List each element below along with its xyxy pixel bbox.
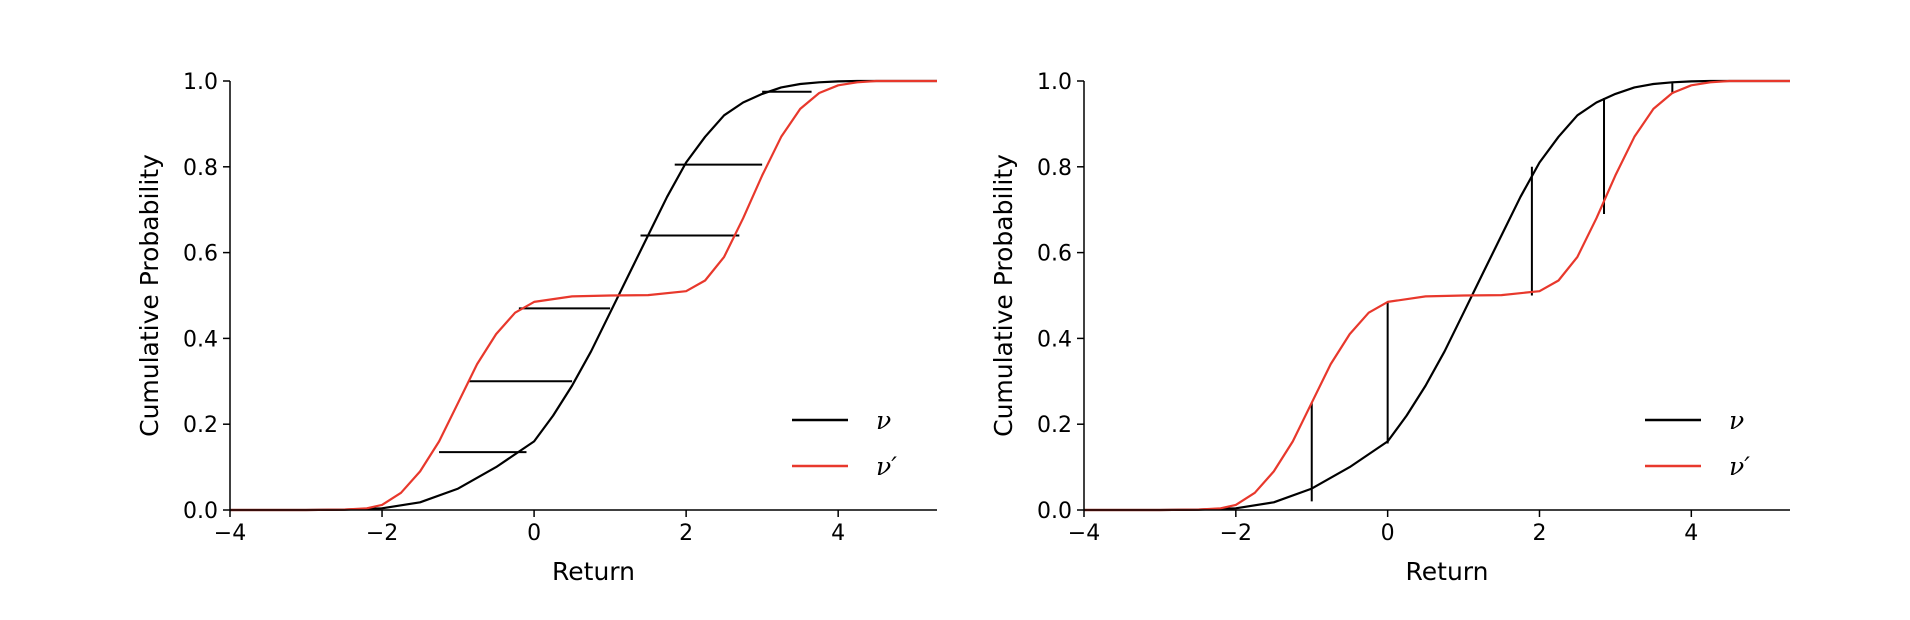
legend-label-1: ν′	[1729, 452, 1750, 481]
y-tick-label: 0.0	[1037, 499, 1072, 524]
y-tick-label: 0.2	[1037, 413, 1072, 438]
series-line-1	[1084, 79, 1790, 512]
x-tick-label: 4	[831, 521, 845, 546]
x-tick-label: 4	[1684, 521, 1698, 546]
y-tick-label: 0.8	[183, 156, 218, 181]
x-axis-label: Return	[1406, 557, 1489, 586]
legend-label-0: ν	[1729, 406, 1744, 435]
y-tick-label: 0.4	[1037, 327, 1072, 352]
y-tick-label: 0.6	[1037, 242, 1072, 267]
chart-panel-right: −4 −2 0 2 4 0.0 0.2 0.4 0.6 0.8 1.0 Return Cumulativ…	[989, 70, 1790, 586]
legend: ν ν′	[792, 406, 897, 481]
y-tick-label: 0.6	[183, 242, 218, 267]
y-tick-label: 0.0	[183, 499, 218, 524]
legend-label-0: ν	[876, 406, 891, 435]
y-axis-label: Cumulative Probability	[989, 154, 1018, 437]
x-tick-label: 0	[527, 521, 541, 546]
x-tick-label: 0	[1381, 521, 1395, 546]
series-line-0	[230, 79, 937, 512]
x-tick-label: −4	[214, 521, 246, 546]
x-tick-label: 2	[679, 521, 693, 546]
x-tick-label: 2	[1532, 521, 1546, 546]
legend: ν ν′	[1645, 406, 1750, 481]
x-tick-label: −2	[1220, 521, 1252, 546]
legend-label-1: ν′	[876, 452, 897, 481]
y-tick-label: 1.0	[1037, 70, 1072, 95]
y-tick-label: 0.2	[183, 413, 218, 438]
series-line-1	[230, 79, 937, 512]
chart-panel-left: −4 −2 0 2 4 0.0 0.2 0.4 0.6 0.8 1.0 Return Cumulativ…	[135, 70, 937, 586]
x-tick-label: −4	[1068, 521, 1100, 546]
y-tick-label: 0.8	[1037, 156, 1072, 181]
x-tick-label: −2	[366, 521, 398, 546]
y-tick-label: 1.0	[183, 70, 218, 95]
x-axis-label: Return	[552, 557, 635, 586]
y-tick-label: 0.4	[183, 327, 218, 352]
y-axis-label: Cumulative Probability	[135, 154, 164, 437]
series-line-0	[1084, 79, 1790, 512]
